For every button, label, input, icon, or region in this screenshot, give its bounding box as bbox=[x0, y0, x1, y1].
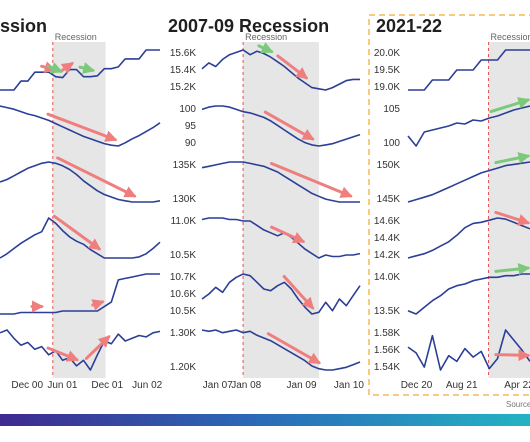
series-line bbox=[0, 105, 161, 147]
y-tick-label: 1.54K bbox=[374, 362, 400, 373]
x-tick-label: Dec 00 bbox=[11, 380, 43, 391]
series-line bbox=[201, 329, 361, 371]
y-tick-label: 1.56K bbox=[374, 345, 400, 356]
y-tick-label: 150K bbox=[377, 160, 401, 171]
recession-shade bbox=[52, 42, 106, 378]
y-tick-label: 19.0K bbox=[374, 82, 400, 93]
recession-label: Recession bbox=[245, 32, 287, 42]
x-tick-label: Dec 20 bbox=[401, 380, 433, 391]
trend-up-arrow bbox=[494, 152, 530, 165]
series-line bbox=[201, 49, 360, 91]
trend-up-arrow bbox=[494, 263, 530, 275]
series-line bbox=[408, 49, 530, 91]
y-tick-label: 100 bbox=[383, 138, 400, 149]
y-tick-label: 1.30K bbox=[170, 328, 196, 339]
y-tick-label: 10.5K bbox=[170, 250, 196, 261]
y-tick-label: 15.2K bbox=[170, 82, 196, 93]
y-tick-label: 14.0K bbox=[374, 272, 400, 283]
y-tick-label: 15.6K bbox=[170, 48, 196, 59]
bottom-gradient-bar bbox=[0, 414, 530, 426]
y-tick-label: 10.5K bbox=[170, 306, 196, 317]
series-line bbox=[0, 329, 161, 371]
panel-title: ssion bbox=[0, 16, 47, 36]
y-tick-label: 1.58K bbox=[374, 328, 400, 339]
x-tick-label: Apr 22 bbox=[504, 380, 530, 391]
x-tick-label: Jan 09 bbox=[287, 380, 317, 391]
trend-down-arrow bbox=[270, 161, 353, 198]
y-tick-label: 14.6K bbox=[374, 216, 400, 227]
y-tick-label: 15.4K bbox=[170, 65, 196, 76]
x-tick-label: Aug 21 bbox=[446, 380, 478, 391]
y-tick-label: 20.0K bbox=[374, 48, 400, 59]
trend-up-arrow bbox=[46, 62, 64, 74]
trend-up-arrow bbox=[78, 62, 96, 74]
y-tick-label: 14.2K bbox=[374, 250, 400, 261]
y-tick-label: 13.5K bbox=[374, 306, 400, 317]
y-tick-label: 130K bbox=[173, 194, 197, 205]
trend-down-arrow bbox=[263, 110, 315, 141]
recession-label: Recession? bbox=[491, 32, 530, 42]
series-line bbox=[407, 161, 530, 203]
y-tick-label: 1.20K bbox=[170, 362, 196, 373]
x-tick-label: Jun 02 bbox=[132, 380, 162, 391]
trend-down-arrow bbox=[46, 112, 118, 142]
panel-1: ssion Recession Dec 00 Jun 01 Dec 01 Jun 02 bbox=[0, 16, 163, 391]
x-tick-label: Jan 10 bbox=[334, 380, 364, 391]
panel-title: 2021-22 bbox=[376, 16, 442, 36]
recession-shade bbox=[243, 42, 319, 378]
trend-up-arrow bbox=[489, 97, 530, 114]
trend-down-arrow bbox=[46, 346, 80, 362]
x-tick-label: Jun 01 bbox=[47, 380, 77, 391]
series-line bbox=[0, 217, 161, 259]
trend-down-arrow bbox=[494, 349, 530, 362]
series-line bbox=[0, 49, 160, 91]
recession-label: Recession bbox=[55, 32, 97, 42]
y-tick-label: 10.7K bbox=[170, 272, 196, 283]
series-line bbox=[201, 161, 360, 203]
trend-down-arrow bbox=[52, 214, 102, 251]
y-tick-label: 95 bbox=[185, 121, 197, 132]
trend-down-arrow bbox=[282, 274, 315, 310]
y-tick-label: 100 bbox=[179, 104, 196, 115]
current-period-highlight-border bbox=[368, 14, 530, 396]
series-line bbox=[407, 273, 530, 315]
series-line bbox=[407, 105, 530, 147]
series-line bbox=[407, 217, 530, 259]
x-tick-label: Dec 01 bbox=[91, 380, 123, 391]
x-tick-label: Jan 08 bbox=[231, 380, 261, 391]
trend-down-arrow bbox=[270, 225, 306, 243]
trend-up-arrow bbox=[257, 42, 274, 54]
series-line bbox=[0, 161, 161, 203]
y-tick-label: 90 bbox=[185, 138, 197, 149]
trend-down-arrow bbox=[494, 210, 530, 226]
panel-3: 2021-22 Recession? 20.0K 19.5K 19.0K 105 100 15… bbox=[374, 16, 530, 391]
source-label: Source bbox=[506, 400, 530, 409]
trend-down-arrow bbox=[266, 332, 322, 365]
recession-shade bbox=[488, 42, 530, 378]
series-line bbox=[201, 217, 361, 259]
series-line bbox=[201, 273, 361, 315]
trend-down-arrow bbox=[276, 54, 309, 80]
series-line bbox=[0, 273, 160, 315]
y-tick-label: 105 bbox=[383, 104, 400, 115]
series-line bbox=[201, 105, 361, 147]
trend-down-arrow bbox=[84, 335, 111, 360]
trend-down-arrow bbox=[56, 156, 137, 198]
y-tick-label: 10.6K bbox=[170, 289, 196, 300]
x-tick-label: Jan 07 bbox=[203, 380, 233, 391]
panel-title: 2007-09 Recession bbox=[168, 16, 329, 36]
y-tick-label: 145K bbox=[377, 194, 401, 205]
series-line bbox=[407, 329, 530, 371]
y-tick-label: 19.5K bbox=[374, 65, 400, 76]
y-tick-label: 14.4K bbox=[374, 233, 400, 244]
y-tick-label: 11.0K bbox=[171, 216, 197, 227]
trend-down-arrow bbox=[91, 299, 105, 311]
y-tick-label: 135K bbox=[173, 160, 197, 171]
